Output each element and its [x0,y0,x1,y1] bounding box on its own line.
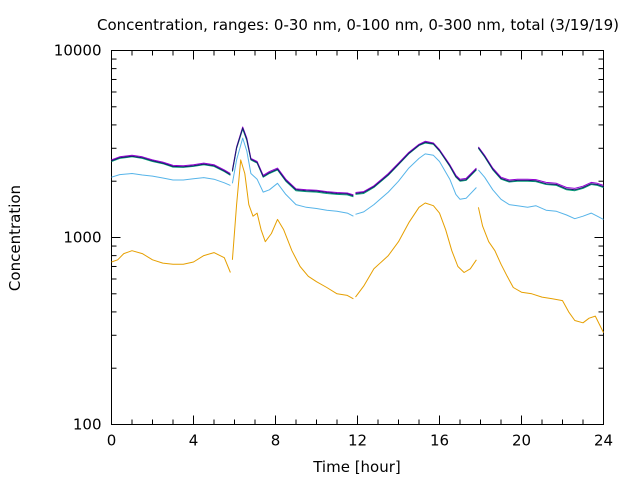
x-tick-label: 8 [271,432,281,450]
series-line-2 [231,137,354,217]
series-line-5 [111,155,231,176]
series-line-4 [355,140,477,193]
y-tick-label: 1000 [63,229,101,247]
x-tick-label: 20 [512,432,531,450]
series-line-2 [478,169,604,220]
series-line-4 [111,154,231,174]
series-line-3 [355,142,477,195]
y-tick-label: 100 [73,416,102,434]
x-tick-label: 16 [430,432,449,450]
series-lines [111,126,604,333]
series-line-1 [477,207,604,333]
series-line-5 [231,127,354,197]
y-tick-label: 10000 [54,42,102,60]
series-line-3 [111,156,231,176]
x-axis-label: Time [hour] [312,458,401,476]
x-tick-label: 24 [594,432,613,450]
x-tick-label: 0 [107,432,117,450]
series-line-5 [355,141,477,194]
series-line-2 [111,173,231,186]
axis-ticks: 0 4 8 12 16 20 24 100 1000 10000 [54,42,613,450]
series-line-3 [477,148,604,192]
series-line-1 [355,202,477,298]
series-line-1 [231,159,354,300]
y-axis-label: Concentration [6,185,24,291]
x-tick-label: 12 [348,432,367,450]
series-line-5 [477,147,604,191]
x-tick-label: 4 [189,432,199,450]
series-line-2 [355,153,477,215]
series-line-4 [477,146,604,189]
series-line-4 [231,126,354,196]
series-line-1 [111,250,231,273]
chart-title: Concentration, ranges: 0-30 nm, 0-100 nm… [97,16,619,34]
plot-frame [111,50,604,425]
